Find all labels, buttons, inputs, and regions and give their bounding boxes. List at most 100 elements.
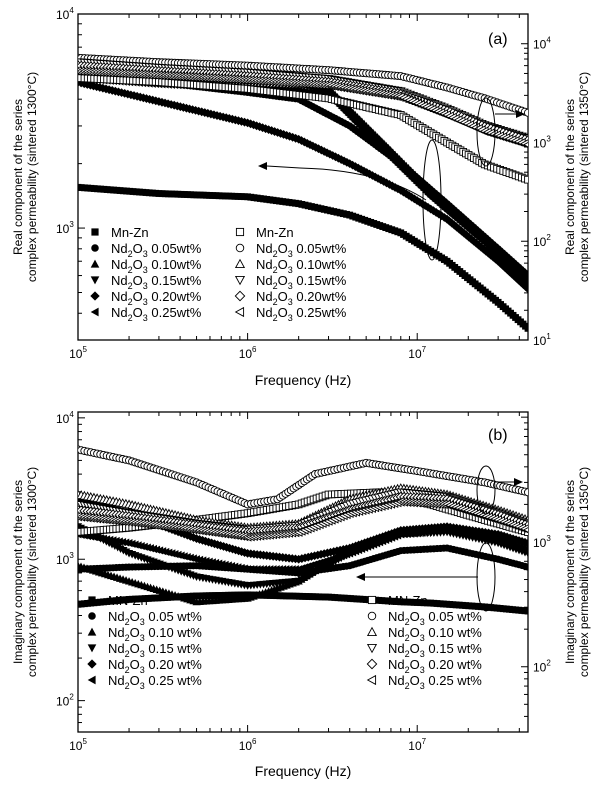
data-point bbox=[452, 528, 461, 537]
series-triangle-left-open bbox=[78, 66, 528, 149]
legend-label-sub: 3 bbox=[288, 249, 293, 259]
legend-marker bbox=[87, 627, 97, 636]
legend-label-part: Nd bbox=[111, 241, 128, 256]
legend-marker bbox=[234, 290, 246, 302]
panel-label: (a) bbox=[488, 31, 508, 48]
legend-label-sub: 2 bbox=[273, 281, 278, 291]
series-square-open bbox=[78, 74, 528, 184]
left-legend-entry: Nd2O3 0.10 wt% bbox=[87, 625, 202, 643]
legend-label-part: Nd bbox=[388, 673, 405, 688]
legend-label-part: Nd bbox=[388, 657, 405, 672]
legend-label-part: O bbox=[278, 273, 288, 288]
legend-label-sub: 3 bbox=[288, 265, 293, 275]
legend-label-sub: 2 bbox=[125, 649, 130, 659]
x-tick-base: 10 bbox=[239, 347, 253, 361]
annotation-arrow bbox=[299, 167, 427, 201]
legend-label: Nd2O3 0.25wt% bbox=[256, 305, 347, 323]
legend-label-part: 0.05wt% bbox=[293, 241, 347, 256]
right-y-tick-base: 10 bbox=[533, 235, 547, 249]
legend-label-part: 0.15 wt% bbox=[425, 641, 483, 656]
left-legend-entry: Nd2O3 0.20 wt% bbox=[87, 657, 202, 675]
left-legend-entry: Mn-Zn bbox=[91, 225, 149, 240]
data-point bbox=[455, 528, 464, 538]
legend-label-sub: 3 bbox=[288, 281, 293, 291]
data-point bbox=[96, 534, 104, 543]
data-point bbox=[211, 558, 220, 568]
legend-marker bbox=[87, 659, 97, 669]
legend-label-part: Nd bbox=[256, 273, 273, 288]
legend-marker bbox=[367, 595, 377, 605]
legend-label-part: O bbox=[133, 257, 143, 272]
data-point bbox=[462, 230, 471, 240]
right-legend-entry: Mn-Zn bbox=[235, 225, 294, 240]
right-y-tick-exp: 4 bbox=[546, 36, 551, 45]
legend-label-sub: 3 bbox=[143, 265, 148, 275]
left-y-tick-exp: 3 bbox=[69, 551, 74, 560]
legend-label: Nd2O3 0.25 wt% bbox=[108, 673, 202, 691]
data-point bbox=[105, 535, 114, 544]
right-legend-entry: Nd2O3 0.10 wt% bbox=[366, 625, 483, 643]
legend-label-part: 0.10 wt% bbox=[425, 625, 483, 640]
legend-label-sub: 3 bbox=[143, 281, 148, 291]
legend-label-part: 0.15wt% bbox=[148, 273, 202, 288]
data-point bbox=[205, 557, 213, 566]
legend-label-part: Nd bbox=[108, 609, 125, 624]
right-y-tick-base: 10 bbox=[533, 38, 547, 52]
right-legend-entry: Nd2O3 0.05wt% bbox=[235, 241, 347, 259]
data-point bbox=[198, 556, 207, 565]
legend-label: Nd2O3 0.05 wt% bbox=[108, 609, 202, 627]
data-point bbox=[471, 238, 481, 248]
legend-marker bbox=[234, 306, 245, 318]
legend-label-part: 0.20 wt% bbox=[425, 657, 483, 672]
left-y-tick-exp: 4 bbox=[69, 6, 74, 15]
data-point bbox=[490, 536, 499, 545]
legend-label-sub: 2 bbox=[405, 649, 410, 659]
legend-marker bbox=[90, 307, 99, 317]
data-point bbox=[240, 564, 248, 573]
legend-label-part: Nd bbox=[111, 305, 128, 320]
series-layer bbox=[78, 445, 528, 615]
right-y-tick-label: 104 bbox=[533, 36, 551, 52]
x-tick-label: 107 bbox=[408, 737, 426, 753]
data-point bbox=[524, 324, 528, 332]
legend-label-part: 0.20wt% bbox=[148, 289, 202, 304]
legend-label-part: O bbox=[410, 657, 420, 672]
right-y-tick-exp: 1 bbox=[546, 332, 551, 341]
right-y-tick-exp: 3 bbox=[546, 134, 551, 143]
left-legend-entry: Nd2O3 0.15 wt% bbox=[87, 641, 202, 659]
legend-marker bbox=[90, 276, 100, 285]
legend-label-part: Mn-Zn bbox=[111, 225, 149, 240]
legend-label-part: O bbox=[410, 609, 420, 624]
legend-label-sub: 2 bbox=[273, 297, 278, 307]
data-point bbox=[227, 562, 236, 571]
right-y-tick-label: 103 bbox=[533, 534, 551, 550]
legend-label-part: 0.25 wt% bbox=[425, 673, 483, 688]
data-point bbox=[121, 538, 130, 547]
data-point bbox=[509, 271, 519, 281]
legend-label-sub: 2 bbox=[405, 633, 410, 643]
legend-label: Nd2O3 0.20wt% bbox=[111, 289, 202, 307]
data-point bbox=[118, 537, 127, 547]
legend-label-part: MN-Zn bbox=[388, 593, 428, 608]
legend-label-part: O bbox=[410, 641, 420, 656]
data-point bbox=[449, 527, 457, 536]
legend-label-part: Nd bbox=[256, 289, 273, 304]
annotation-ellipse bbox=[476, 97, 496, 167]
left-y-axis-label: Imaginary component of the seriescomplex… bbox=[11, 467, 39, 677]
data-point bbox=[523, 488, 528, 497]
arrow-head bbox=[356, 573, 365, 581]
data-point bbox=[445, 216, 454, 226]
legend-label-sub: 3 bbox=[140, 649, 145, 659]
left-y-tick-exp: 4 bbox=[69, 410, 74, 419]
legend-label-part: 0.25wt% bbox=[293, 305, 347, 320]
left-legend-entry: Nd2O3 0.15wt% bbox=[90, 273, 202, 291]
legend-marker bbox=[367, 611, 377, 621]
data-point bbox=[523, 283, 528, 288]
data-point bbox=[230, 562, 239, 571]
legend-label-sub: 3 bbox=[288, 297, 293, 307]
legend-label-part: O bbox=[130, 609, 140, 624]
data-point bbox=[89, 533, 98, 542]
left-legend-entry: Nd2O3 0.25 wt% bbox=[87, 673, 202, 691]
